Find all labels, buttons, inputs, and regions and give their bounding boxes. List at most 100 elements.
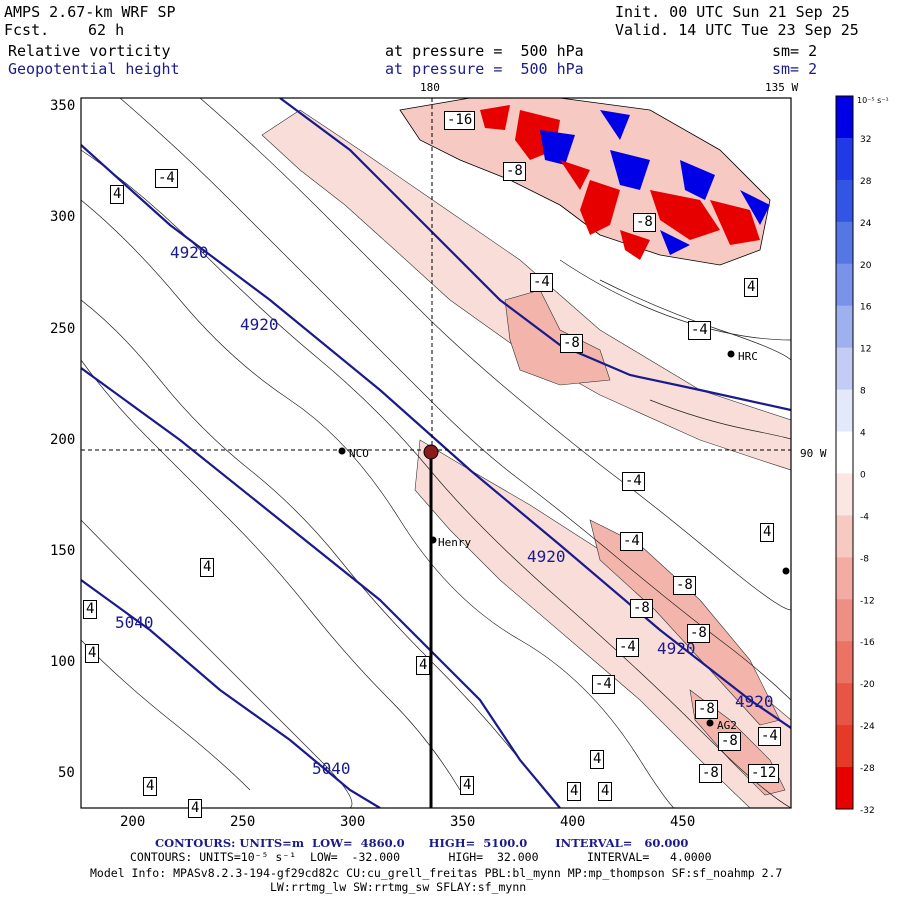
- colorbar-tick-label: -28: [860, 764, 875, 774]
- y-tick-label: 50: [58, 765, 75, 781]
- y-tick-label: 300: [50, 209, 76, 225]
- lon-180-label: 180: [420, 81, 440, 94]
- smoothing-1: sm= 2: [772, 42, 818, 60]
- colorbar-swatch: [836, 557, 853, 600]
- colorbar-tick-label: 24: [860, 219, 872, 229]
- smoothing-2: sm= 2: [772, 60, 818, 78]
- lon-135w-label: 135 W: [765, 81, 799, 94]
- colorbar-swatch: [836, 137, 853, 181]
- colorbar-swatch: [836, 599, 853, 642]
- station-henry-dot: [429, 536, 437, 544]
- vorticity-streak: [589, 519, 781, 726]
- forecast-hour: 62 h: [88, 21, 125, 39]
- colorbar-tick-label: 4: [860, 429, 866, 439]
- height-contours: [81, 98, 791, 808]
- colorbar-tick-label: -20: [860, 680, 875, 690]
- x-tick-label: 250: [230, 814, 256, 830]
- vorticity-contour-label: 4: [110, 185, 125, 204]
- vorticity-contour-label: -8: [560, 334, 583, 353]
- x-tick-label: 450: [670, 814, 696, 830]
- vorticity-contour-label: -8: [699, 764, 722, 783]
- valid-time: Valid. 14 UTC Tue 23 Sep 25: [615, 21, 859, 39]
- y-tick-label: 200: [50, 432, 76, 448]
- station-henry-label: Henry: [438, 536, 472, 549]
- colorbar-tick-label: -4: [860, 512, 869, 522]
- vorticity-contour-label: 4: [200, 558, 215, 577]
- station-ag2-label: AG2: [717, 719, 737, 732]
- height-label: 4920: [527, 547, 566, 566]
- vorticity-contour-label: -8: [687, 624, 710, 643]
- colorbar-tick-label: -12: [860, 596, 875, 606]
- y-tick-label: 350: [50, 98, 76, 114]
- x-tick-label: 400: [560, 814, 586, 830]
- vorticity-contour-label: 4: [416, 656, 431, 675]
- colorbar-swatch: [836, 515, 853, 558]
- height-label: 4920: [170, 243, 209, 262]
- height-label: 4920: [240, 315, 279, 334]
- vorticity-contour-label: -8: [633, 213, 656, 232]
- vorticity-contour-label: 4: [590, 750, 605, 769]
- forecast-label: Fcst.: [4, 21, 50, 39]
- vorticity-contour-label: -4: [616, 638, 639, 657]
- footer-radiation-info: LW:rrtmg_lw SW:rrtmg_sw SFLAY:sf_mynn: [270, 880, 527, 894]
- south-pole-marker: [423, 444, 439, 460]
- footer-vorticity-contours: CONTOURS: UNITS=10⁻⁵ s⁻¹ LOW= -32.000 HI…: [130, 850, 712, 864]
- field-geopotential: Geopotential height: [8, 60, 180, 78]
- pressure-level-2: at pressure = 500 hPa: [385, 60, 584, 78]
- vorticity-contour-label: 4: [188, 799, 203, 818]
- vorticity-contour-label: -16: [444, 111, 476, 130]
- vorticity-contour-label: -8: [718, 732, 741, 751]
- y-tick-label: 150: [50, 543, 76, 559]
- colorbar-tick-label: 32: [860, 135, 871, 145]
- vorticity-contour-label: -4: [758, 727, 781, 746]
- colorbar-unit: 10⁻⁵ s⁻¹: [857, 96, 889, 105]
- lon-90w-label: 90 W: [800, 447, 827, 460]
- height-label: 5040: [115, 613, 154, 632]
- colorbar-swatch: [836, 96, 853, 139]
- y-tick-label: 250: [50, 321, 76, 337]
- colorbar-swatch: [836, 473, 853, 516]
- x-tick-label: 300: [340, 814, 366, 830]
- vorticity-contour-label: 4: [143, 777, 158, 796]
- colorbar: 32 28 24 20 16 12 8 4 0 -4 -8 -12 -16 -20 -24 -28 -32 10⁻…: [835, 95, 889, 816]
- vorticity-contour-label: 4: [460, 776, 475, 795]
- station-hrc-dot: [727, 350, 735, 358]
- vorticity-contour-label: 4: [567, 782, 582, 801]
- colorbar-swatch: [836, 263, 853, 307]
- vorticity-contour-label: -4: [592, 675, 615, 694]
- station-ag2-dot: [706, 719, 714, 727]
- vorticity-contour-label: 4: [85, 644, 100, 663]
- footer-height-contours: CONTOURS: UNITS=m LOW= 4860.0 HIGH= 5100…: [155, 836, 689, 850]
- pressure-level-1: at pressure = 500 hPa: [385, 42, 584, 60]
- vorticity-contour-label: -4: [155, 169, 178, 188]
- vorticity-band-mid: [504, 289, 611, 386]
- footer-model-info: Model Info: MPASv8.2.3-194-gf29cd82c CU:…: [90, 866, 783, 880]
- colorbar-frame: [835, 95, 854, 810]
- height-label: 5040: [312, 759, 351, 778]
- colorbar-swatch: [836, 767, 853, 810]
- vorticity-contour-label: -8: [695, 700, 718, 719]
- colorbar-swatch: [836, 725, 853, 768]
- colorbar-tick-label: 0: [860, 470, 866, 480]
- colorbar-tick-label: 16: [860, 303, 872, 313]
- vorticity-contour-label: 4: [598, 782, 613, 801]
- colorbar-swatch: [836, 641, 853, 684]
- vorticity-contour-label: -4: [620, 532, 643, 551]
- station-nco-label: NCO: [349, 447, 369, 460]
- colorbar-swatch: [836, 347, 853, 391]
- vorticity-band-light: [261, 109, 791, 471]
- y-tick-label: 100: [50, 654, 76, 670]
- colorbar-tick-label: 12: [860, 345, 871, 355]
- colorbar-tick-label: 20: [860, 261, 872, 271]
- colorbar-tick-label: 8: [860, 387, 866, 397]
- plot-frame: [80, 97, 792, 809]
- turbulent-vorticity-region: [399, 98, 771, 266]
- vorticity-contour-label: -8: [503, 162, 526, 181]
- vorticity-contour-label: -4: [688, 321, 711, 340]
- vorticity-contour-label: 4: [744, 278, 759, 297]
- colorbar-swatch: [836, 221, 853, 265]
- colorbar-swatch: [836, 179, 853, 223]
- field-vorticity: Relative vorticity: [8, 42, 171, 60]
- x-tick-label: 350: [450, 814, 476, 830]
- height-label: 4920: [657, 639, 696, 658]
